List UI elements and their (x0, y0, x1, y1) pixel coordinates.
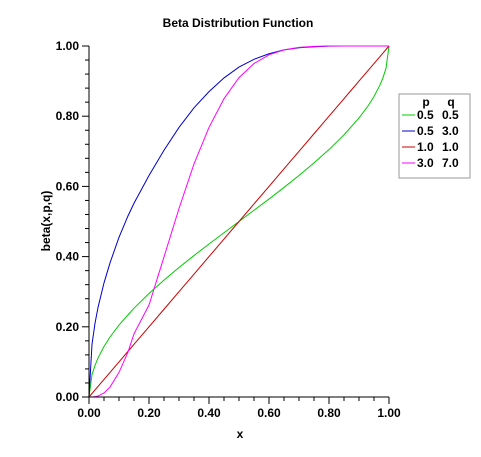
y-tick-label: 1.00 (56, 39, 80, 53)
legend-q-value: 3.0 (442, 124, 459, 138)
legend: p q0.5 0.50.5 3.01.0 1.03.0 7.0 (398, 93, 471, 179)
x-tick-label: 1.00 (377, 406, 401, 420)
axes: 0.00 0.20 0.40 0.60 0.80 1.00 0.00 0.20 0.40 0.60… (56, 39, 401, 420)
legend-q-value: 1.0 (442, 140, 459, 154)
y-tick-label: 0.60 (56, 179, 80, 193)
plot-area (88, 45, 390, 398)
legend-p-value: 0.5 (417, 124, 434, 138)
y-tick-label: 0.80 (56, 109, 80, 123)
y-tick-label: 0.00 (56, 390, 80, 404)
chart-title: Beta Distribution Function (163, 16, 314, 30)
legend-p-value: 3.0 (417, 156, 434, 170)
legend-p-value: 1.0 (417, 140, 434, 154)
y-axis-label: beta(x,p,q) (39, 191, 53, 252)
legend-header-q: q (447, 95, 454, 109)
series-line-p3.0-q7.0 (88, 45, 389, 398)
x-tick-label: 0.20 (137, 406, 161, 420)
legend-q-value: 7.0 (442, 156, 459, 170)
x-tick-label: 0.40 (197, 406, 221, 420)
x-tick-label: 0.00 (77, 406, 101, 420)
legend-box (398, 93, 471, 179)
series-line-p1.0-q1.0 (88, 45, 390, 398)
x-tick-label: 0.60 (257, 406, 281, 420)
y-tick-label: 0.40 (56, 250, 80, 264)
legend-header-p: p (422, 95, 429, 109)
x-tick-label: 0.80 (317, 406, 341, 420)
legend-q-value: 0.5 (442, 108, 459, 122)
legend-p-value: 0.5 (417, 108, 434, 122)
y-tick-label: 0.20 (56, 320, 80, 334)
x-axis-label: x (237, 427, 244, 441)
